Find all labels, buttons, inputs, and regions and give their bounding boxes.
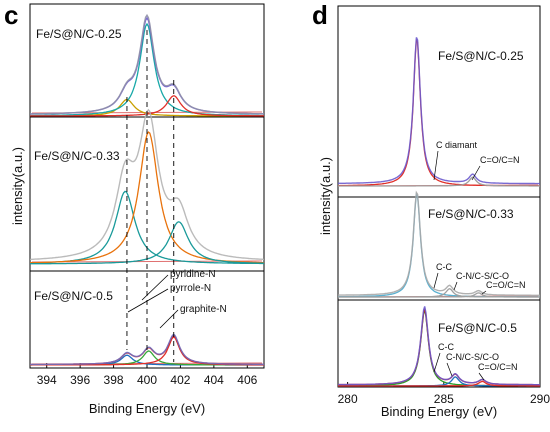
panel-c-letter: c [4,0,18,30]
panel-c-sample-label-1: Fe/S@N/C-0.25 [36,27,122,41]
panel-c-pointer-pyrrole [127,288,169,313]
panel-c-annotation-graphite: graphite-N [180,304,227,315]
panel-d-s2-envelope-1 [338,306,540,386]
panel-c-annotation-pyrrole: pyrrole-N [170,283,211,294]
panel-c-y-title: intensity(a.u.) [10,147,25,225]
panel-d-sample-label-1: Fe/S@N/C-0.25 [438,49,524,63]
panel-c-tick-label-3: 400 [137,373,157,387]
panel-d-s0-envelope-0 [338,37,540,185]
panel-c-pointer-graphite [159,309,179,329]
panel-c-tick-label-2: 398 [104,373,124,387]
panel-d-pointer-co-top [471,165,481,181]
panel-d-sample-label-2: Fe/S@N/C-0.33 [428,207,514,221]
panel-d-pointer-cc-bot [433,352,441,373]
panel-c-tick-label-0: 394 [37,373,57,387]
panel-d-pointer-co-bot [478,372,485,381]
panel-c-s2-peak-2 [30,336,264,366]
panel-c-reference-lines [126,30,175,362]
panel-c-x-title: Binding Energy (eV) [89,401,205,416]
panel-d: d 280 285 290 Fe/S@N/C-0.25 Fe/S@N/C-0.33 … [312,0,550,419]
panel-d-s1-peak-2 [338,292,540,298]
panel-d-pointer-co-mid [481,290,487,295]
panel-d-letter: d [312,0,328,30]
panel-d-pointer-cc-mid [433,272,439,289]
panel-d-annotation-c-diamant: C diamant [436,140,478,150]
panel-c-tick-label-4: 402 [170,373,190,387]
panel-d-annotation-cn-mid: C-N/C-S/C-O [456,271,509,281]
panel-d-tick-label-1: 285 [434,392,454,406]
panel-d-s2-peak-2 [338,380,540,387]
panel-d-sample-label-3: Fe/S@N/C-0.5 [438,321,517,335]
panel-d-annotation-cc-bot: C-C [438,342,454,352]
panel-c-annotation-pyridine: pyridine-N [170,269,216,280]
panel-d-annotation-cn-bot: C-N/C-S/C-O [446,352,499,362]
panel-d-x-title: Binding Energy (eV) [381,404,497,419]
panel-d-tick-label-2: 290 [530,392,550,406]
panel-c-sample-label-2: Fe/S@N/C-0.33 [34,149,120,163]
panel-d-s0-peak-1 [338,176,540,187]
panel-d-y-title: intensity(a.u.) [318,157,333,235]
panel-c-tick-label-6: 406 [237,373,257,387]
panel-d-tick-label-0: 280 [338,392,358,406]
panel-d-pointer-c-diamant [433,150,439,181]
panel-d-annotation-co-bot: C=O/C=N [478,362,518,372]
panel-d-s1-envelope-0 [338,190,540,296]
panel-c-s0-envelope-1 [30,13,264,115]
panel-d-annotation-cc-mid: C-C [436,262,452,272]
panel-c-tick-label-5: 404 [204,373,224,387]
panel-c-tick-label-1: 396 [70,373,90,387]
panel-c-pointer-pyridine [141,274,169,301]
panel-d-annotation-co-top: C=O/C=N [480,155,520,165]
panel-d-annotation-co-mid: C=O/C=N [486,280,526,290]
panel-c-sample-label-3: Fe/S@N/C-0.5 [34,289,113,303]
panel-c-ticks: 394 396 398 400 402 404 406 [37,363,258,387]
panel-d-pointer-cn-bot [446,362,453,377]
panel-d-curves [338,37,540,387]
panel-d-pointer-cn-mid [453,281,458,291]
panel-c: c 394 396 398 400 402 404 406 Fe/S@N/C-0.25 Fe… [4,0,265,416]
